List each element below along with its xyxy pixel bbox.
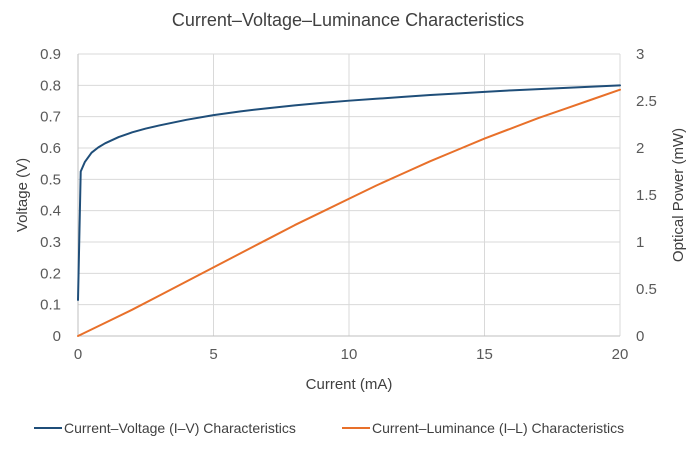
y-tick-label: 0.7 — [40, 109, 61, 126]
y-tick-label: 0 — [53, 328, 61, 345]
x-axis-label: Current (mA) — [306, 376, 393, 393]
x-tick-label: 20 — [612, 346, 629, 363]
x-tick-label: 5 — [209, 346, 217, 363]
series-line-iv — [77, 84, 621, 301]
y2-tick-label: 0.5 — [636, 281, 657, 298]
tick-labels: 0 5 10 15 20 0 0.1 0.2 0.3 0.4 0.5 0.6 0.7 0.8 0.9 0 0.5… — [40, 46, 657, 363]
y-tick-label: 0.4 — [40, 203, 61, 220]
y2-tick-label: 2 — [636, 140, 644, 157]
y2-tick-label: 1.5 — [636, 187, 657, 204]
y-tick-label: 0.6 — [40, 140, 61, 157]
y-tick-label: 0.3 — [40, 234, 61, 251]
legend-label-iv: Current–Voltage (I–V) Characteristics — [64, 420, 296, 436]
x-tick-label: 10 — [341, 346, 358, 363]
legend-label-il: Current–Luminance (I–L) Characteristics — [372, 420, 624, 436]
grid-lines — [78, 53, 621, 336]
y2-tick-label: 0 — [636, 328, 644, 345]
y2-tick-label: 3 — [636, 46, 644, 63]
x-tick-label: 0 — [74, 346, 82, 363]
legend: Current–Voltage (I–V) Characteristics Cu… — [34, 420, 624, 436]
y-tick-label: 0.1 — [40, 297, 61, 314]
series-line-il — [77, 88, 621, 337]
data-series — [77, 84, 621, 337]
y2-tick-label: 2.5 — [636, 93, 657, 110]
y-tick-label: 0.2 — [40, 265, 61, 282]
chart-title: Current–Voltage–Luminance Characteristic… — [172, 10, 524, 30]
y-tick-label: 0.9 — [40, 46, 61, 63]
y-tick-label: 0.8 — [40, 77, 61, 94]
y2-tick-label: 1 — [636, 234, 644, 251]
x-tick-label: 15 — [476, 346, 493, 363]
secondary-y-axis-label: Optical Power (mW) — [670, 128, 687, 262]
y-axis-label: Voltage (V) — [14, 158, 31, 232]
y-tick-label: 0.5 — [40, 171, 61, 188]
